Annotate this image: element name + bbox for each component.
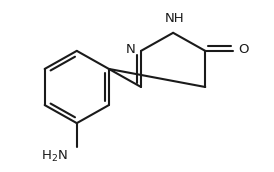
Text: N: N (126, 43, 136, 56)
Text: H$_2$N: H$_2$N (41, 149, 68, 164)
Text: NH: NH (164, 12, 184, 25)
Text: O: O (238, 43, 249, 56)
